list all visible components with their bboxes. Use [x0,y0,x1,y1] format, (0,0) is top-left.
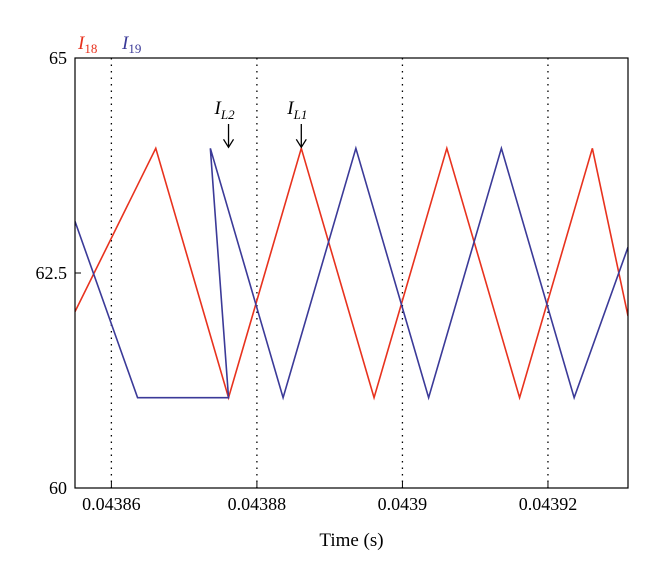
y-tick-label-2: 65 [49,48,67,68]
dotted-reference-lines [110,58,549,488]
ticks-layer: 0.04386 0.04388 0.0439 0.04392 60 62.5 65 [36,48,578,514]
legend: I18 I19 [77,33,141,56]
x-tick-label-0: 0.04386 [82,494,141,514]
legend-entry-i19: I19 [121,33,141,56]
annotation-arrow-head-1 [295,138,307,149]
plot-frame [74,57,629,489]
y-tick-label-0: 60 [49,478,67,498]
series-line-i19 [75,145,628,401]
annotation-l2: IL2 [214,98,236,149]
legend-entry-i18: I18 [77,33,97,56]
series-line-i18 [75,145,628,401]
x-axis-label: Time (s) [319,530,383,551]
x-tick-label-3: 0.04392 [519,494,578,514]
y-tick-label-1: 62.5 [36,263,68,283]
annotation-arrow-head-0 [222,138,235,149]
annotations: IL2 IL1 [214,98,307,149]
x-tick-label-2: 0.0439 [378,494,428,514]
x-tick-label-1: 0.04388 [228,494,287,514]
annotation-label-l2: IL2 [214,98,236,122]
series-layer [75,145,628,401]
annotation-label-l1: IL1 [286,98,307,122]
annotation-l1: IL1 [286,98,307,149]
